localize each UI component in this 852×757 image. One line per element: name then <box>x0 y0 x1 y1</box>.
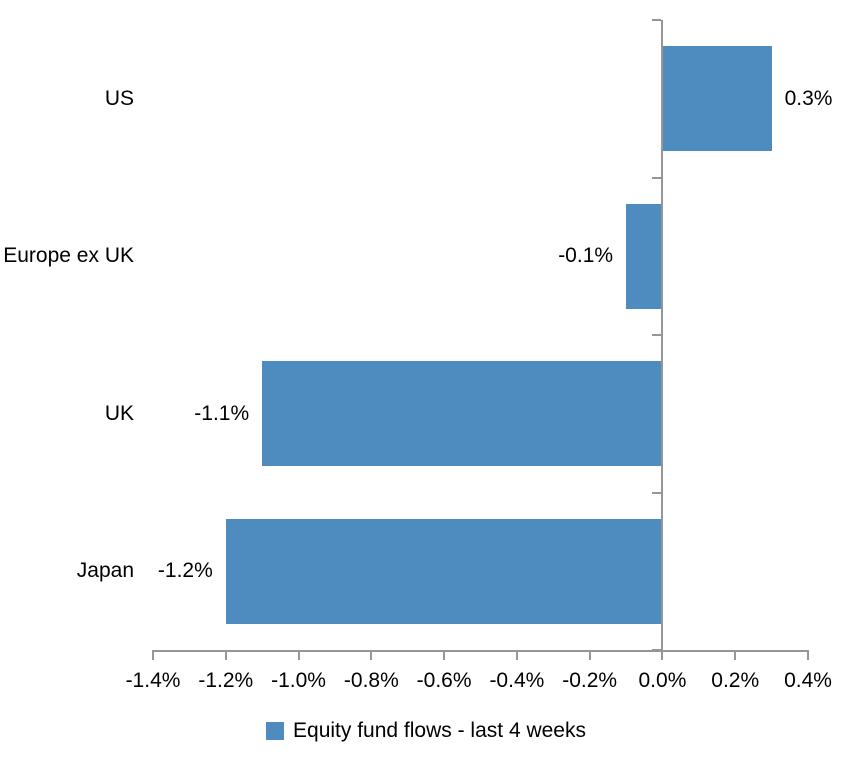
category-label-us: US <box>104 86 134 110</box>
bar-uk <box>262 361 663 467</box>
category-tick <box>652 649 662 651</box>
x-tick-label-1-4: -1.4% <box>125 669 181 692</box>
x-axis-line <box>152 650 809 652</box>
data-label-japan: -1.2% <box>157 559 213 583</box>
x-tick-0-2 <box>588 652 591 660</box>
bar-us <box>662 46 772 152</box>
category-tick <box>652 19 662 21</box>
category-tick <box>652 334 662 336</box>
x-tick-label-1-2: -1.2% <box>198 669 254 692</box>
bar-europe-ex-uk <box>626 203 663 309</box>
data-label-us: 0.3% <box>784 86 833 110</box>
x-tick-0-4 <box>515 652 518 660</box>
x-tick-1-4 <box>152 652 154 660</box>
x-tick-1-0 <box>297 652 300 660</box>
x-tick-label-0-0: 0.0% <box>638 669 687 692</box>
category-label-uk: UK <box>104 401 134 425</box>
x-tick-0-2 <box>734 652 737 660</box>
x-tick-label-0-6: -0.6% <box>416 669 472 692</box>
x-tick-0-6 <box>443 652 446 660</box>
x-tick-0-0 <box>661 652 664 660</box>
x-tick-label-0-8: -0.8% <box>343 669 399 692</box>
category-tick <box>652 176 662 179</box>
x-tick-0-8 <box>370 652 373 660</box>
y-axis-zero-line <box>661 20 664 660</box>
category-label-europe-ex-uk: Europe ex UK <box>3 244 134 268</box>
x-tick-label-1-0: -1.0% <box>271 669 326 692</box>
bar-japan <box>225 518 663 624</box>
x-tick-0-4 <box>807 652 809 660</box>
legend-label: Equity fund flows - last 4 weeks <box>293 719 586 742</box>
legend: Equity fund flows - last 4 weeks <box>0 718 852 744</box>
x-tick-label-0-2: 0.2% <box>711 669 760 692</box>
x-tick-label-0-2: -0.2% <box>562 669 618 692</box>
x-tick-label-0-4: 0.4% <box>784 669 832 692</box>
data-label-uk: -1.1% <box>194 401 250 425</box>
category-tick <box>652 491 662 494</box>
data-label-europe-ex-uk: -0.1% <box>558 244 614 268</box>
x-tick-1-2 <box>224 652 227 660</box>
category-label-japan: Japan <box>76 559 134 583</box>
x-tick-label-0-4: -0.4% <box>489 669 545 692</box>
legend-swatch-icon <box>266 722 285 740</box>
